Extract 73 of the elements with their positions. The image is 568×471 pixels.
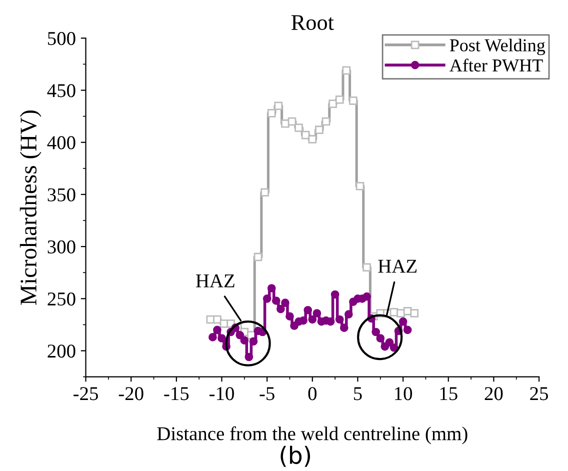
x-axis-title: Distance from the weld centreline (mm) — [157, 426, 468, 444]
point — [330, 290, 340, 299]
x-tick-label: -25 — [74, 387, 98, 400]
point — [240, 336, 249, 344]
annotation: HAZ — [196, 274, 234, 288]
point — [294, 124, 303, 132]
point — [274, 102, 283, 110]
point — [299, 316, 308, 325]
point — [335, 315, 344, 324]
point — [390, 343, 398, 352]
x-tick-label: 10 — [395, 387, 412, 400]
point — [322, 117, 330, 126]
point — [213, 326, 222, 334]
x-tick-label: 25 — [530, 387, 548, 400]
point — [376, 334, 385, 342]
point — [362, 292, 371, 301]
x-tick-label: -5 — [260, 387, 274, 400]
text: (b) — [280, 446, 310, 467]
point — [396, 309, 405, 318]
point — [362, 263, 371, 272]
y-tick-label: 350 — [48, 188, 76, 202]
x-tick-label: -15 — [164, 387, 189, 400]
y-tick-label: 500 — [48, 32, 76, 46]
y-tick-label: 450 — [47, 84, 76, 98]
point — [276, 304, 285, 314]
point — [272, 296, 280, 305]
point — [260, 188, 269, 197]
point — [403, 326, 412, 334]
point — [249, 337, 258, 346]
y-tick-label: 300 — [48, 240, 76, 254]
point — [244, 352, 254, 362]
point — [410, 309, 419, 318]
y-tick-label: 200 — [48, 344, 76, 358]
point — [308, 135, 317, 144]
point — [398, 317, 408, 326]
x-tick-label: 20 — [484, 387, 503, 400]
point — [344, 310, 353, 318]
legend-label: Post Welding — [450, 38, 546, 56]
point — [372, 328, 380, 336]
point — [340, 324, 348, 332]
point — [356, 182, 364, 190]
y-tick-label: 400 — [47, 136, 76, 150]
point — [208, 333, 217, 342]
point — [385, 338, 394, 347]
point — [286, 312, 294, 321]
point — [281, 298, 290, 307]
point — [308, 315, 317, 324]
chart-title: Root — [291, 15, 334, 30]
point — [267, 109, 276, 118]
point — [335, 95, 344, 104]
x-tick-label: -20 — [118, 387, 144, 400]
point — [254, 252, 262, 262]
point — [315, 126, 324, 134]
x-tick-label: -10 — [210, 387, 234, 400]
x-tick-label: 5 — [354, 387, 362, 400]
point — [312, 309, 322, 318]
y-axis-title: Microhardness (HV) — [20, 110, 42, 305]
annotation: HAZ — [378, 260, 417, 273]
point — [236, 330, 244, 340]
point — [304, 306, 312, 314]
point — [288, 117, 296, 126]
point — [328, 100, 337, 108]
point — [267, 284, 276, 292]
y-tick-label: 250 — [48, 292, 76, 306]
point — [342, 66, 351, 75]
point — [281, 119, 290, 128]
point — [262, 294, 272, 303]
x-tick-label: 0 — [308, 387, 317, 400]
point — [218, 334, 226, 342]
point — [213, 315, 222, 324]
x-tick-label: 15 — [440, 387, 458, 400]
point — [349, 96, 358, 105]
legend-label: After PWHT — [450, 58, 543, 72]
